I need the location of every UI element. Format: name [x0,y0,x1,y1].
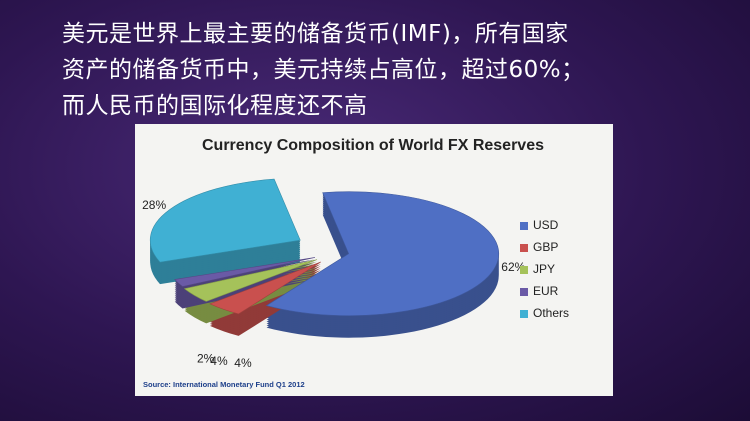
value-label: 62% [501,260,525,274]
value-label: 28% [142,198,166,212]
legend-swatch [520,222,528,230]
chart-source: Source: International Monetary Fund Q1 2… [143,380,305,389]
pie-slice [265,191,500,316]
legend-swatch [520,288,528,296]
slide-text: 而人民币的国际化程度还不高 [62,93,368,119]
value-label: 2% [197,352,215,366]
legend-label: GBP [533,240,558,254]
legend-swatch [520,310,528,318]
slide-text: 资产的储备货币中，美元持续占高位，超过60%； [62,57,585,83]
legend-label: Others [533,306,569,320]
legend-swatch [520,266,528,274]
legend-label: JPY [533,262,555,276]
value-label: 4% [210,354,228,368]
legend-label: EUR [533,284,559,298]
legend-swatch [520,244,528,252]
pie-slice [174,257,316,287]
pie-slice [209,261,321,315]
chart-title: Currency Composition of World FX Reserve… [202,137,544,154]
pie-slice [183,259,318,302]
pie-slice [149,178,301,263]
slice-side [174,259,315,289]
slide-text: 美元是世界上最主要的储备货币(IMF)，所有国家 [62,21,569,47]
chart: Currency Composition of World FX Reserve… [135,124,613,396]
legend-label: USD [533,218,559,232]
value-label: 4% [234,356,252,370]
